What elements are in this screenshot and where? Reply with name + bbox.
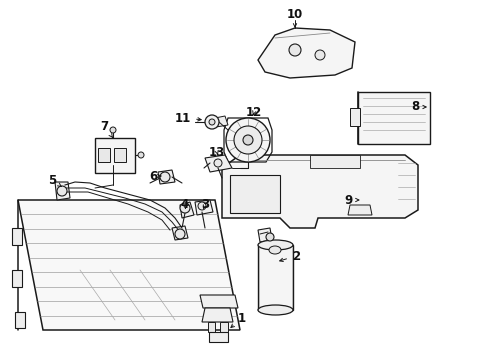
Circle shape: [243, 135, 253, 145]
Polygon shape: [209, 332, 228, 342]
Text: 13: 13: [209, 145, 225, 158]
Bar: [350, 108, 360, 126]
Polygon shape: [202, 308, 233, 322]
Polygon shape: [310, 155, 360, 168]
Polygon shape: [158, 170, 175, 184]
Circle shape: [175, 229, 185, 239]
Text: 3: 3: [201, 198, 209, 211]
Polygon shape: [18, 200, 240, 330]
Polygon shape: [180, 202, 194, 218]
Polygon shape: [172, 226, 188, 240]
Ellipse shape: [258, 240, 293, 250]
Polygon shape: [220, 322, 228, 332]
Circle shape: [57, 186, 67, 196]
Polygon shape: [15, 312, 25, 328]
Polygon shape: [55, 182, 70, 200]
Circle shape: [198, 202, 206, 210]
Polygon shape: [205, 155, 232, 172]
Polygon shape: [222, 155, 418, 228]
Circle shape: [180, 203, 190, 213]
Circle shape: [138, 152, 144, 158]
Text: 9: 9: [344, 194, 359, 207]
Text: 8: 8: [411, 100, 426, 113]
Text: 4: 4: [181, 198, 189, 211]
Polygon shape: [258, 28, 355, 78]
Text: 10: 10: [287, 8, 303, 27]
Polygon shape: [195, 200, 213, 215]
Ellipse shape: [269, 246, 281, 254]
Polygon shape: [208, 322, 215, 332]
Circle shape: [289, 44, 301, 56]
Circle shape: [234, 126, 262, 154]
Text: 2: 2: [280, 249, 300, 262]
Polygon shape: [348, 205, 372, 215]
Circle shape: [110, 127, 116, 133]
Bar: [95, 138, 135, 173]
Circle shape: [214, 159, 222, 167]
Circle shape: [315, 50, 325, 60]
Bar: [258, 245, 293, 310]
Circle shape: [266, 233, 274, 241]
Text: 1: 1: [231, 311, 246, 328]
Polygon shape: [12, 228, 22, 245]
Text: 6: 6: [149, 170, 161, 183]
Text: 11: 11: [175, 112, 201, 125]
Text: 7: 7: [100, 120, 113, 138]
Circle shape: [209, 119, 215, 125]
Circle shape: [226, 118, 270, 162]
Polygon shape: [258, 228, 272, 242]
Circle shape: [205, 115, 219, 129]
Polygon shape: [200, 295, 238, 308]
Ellipse shape: [258, 305, 293, 315]
Bar: [230, 175, 280, 213]
Bar: [358, 92, 430, 144]
Bar: [114, 148, 126, 162]
Circle shape: [160, 172, 170, 182]
Text: 5: 5: [48, 174, 61, 186]
Polygon shape: [215, 116, 228, 127]
Bar: [98, 148, 110, 162]
Text: 12: 12: [246, 105, 262, 118]
Polygon shape: [12, 270, 22, 287]
